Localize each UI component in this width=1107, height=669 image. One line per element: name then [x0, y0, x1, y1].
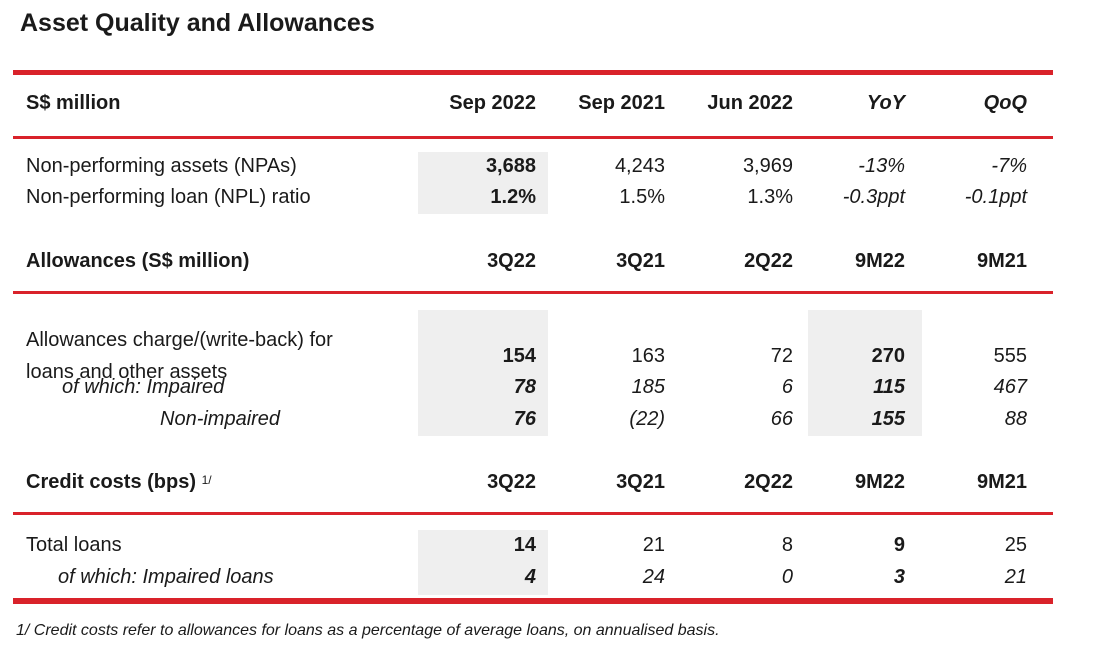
- column-header: 9M21: [976, 471, 1027, 493]
- highlight: [418, 530, 548, 595]
- header-label: Credit costs (bps): [26, 471, 197, 493]
- cell-value: 21: [1004, 566, 1027, 588]
- cell-value: 115: [873, 376, 905, 398]
- cell-value: 1.5%: [619, 186, 665, 208]
- highlight: [418, 310, 548, 436]
- cell-value: 4: [524, 566, 536, 588]
- cell-value: 154: [502, 345, 536, 367]
- cell-value: 21: [642, 534, 665, 556]
- divider: [13, 291, 1053, 294]
- section-header: Allowances (S$ million): [26, 250, 250, 272]
- row-label: of which: Impaired: [62, 376, 225, 398]
- column-header: Sep 2022: [449, 92, 536, 114]
- cell-value: 88: [1004, 408, 1027, 430]
- column-header: Jun 2022: [707, 92, 793, 114]
- cell-value: 72: [770, 345, 793, 367]
- cell-value: 1.2%: [490, 186, 536, 208]
- column-header: 3Q21: [616, 250, 665, 272]
- highlight: [808, 310, 922, 436]
- column-header: 9M22: [854, 471, 905, 493]
- cell-value: 3,969: [742, 155, 793, 177]
- highlight: [418, 152, 548, 214]
- cell-value: 3: [893, 566, 905, 588]
- column-header: 9M21: [976, 250, 1027, 272]
- divider: [13, 70, 1053, 75]
- cell-value: 0: [781, 566, 793, 588]
- row-label: Non-performing assets (NPAs): [26, 155, 297, 177]
- row-label: Total loans: [26, 534, 122, 556]
- cell-value: 9: [893, 534, 905, 556]
- cell-value: 8: [781, 534, 793, 556]
- cell-value: -0.1ppt: [964, 186, 1027, 208]
- cell-value: 270: [871, 345, 905, 367]
- column-header: 3Q21: [616, 471, 665, 493]
- divider: [13, 512, 1053, 515]
- page-title: Asset Quality and Allowances: [20, 9, 375, 37]
- cell-value: -13%: [858, 155, 905, 177]
- column-header: 3Q22: [487, 471, 536, 493]
- divider: [13, 136, 1053, 139]
- column-header: Sep 2021: [578, 92, 665, 114]
- footnote: 1/ Credit costs refer to allowances for …: [16, 622, 720, 639]
- cell-value: 155: [871, 408, 905, 430]
- cell-value: 25: [1004, 534, 1027, 556]
- column-header: 9M22: [854, 250, 905, 272]
- section-header: Credit costs (bps) 1/: [26, 470, 212, 494]
- row-label: Non-impaired: [160, 408, 281, 430]
- cell-value: 24: [642, 566, 665, 588]
- cell-value: 4,243: [614, 155, 665, 177]
- column-header: QoQ: [983, 92, 1027, 114]
- row-label: of which: Impaired loans: [58, 566, 274, 588]
- cell-value: 467: [993, 376, 1027, 398]
- column-header: 2Q22: [744, 250, 793, 272]
- cell-value: 185: [631, 376, 665, 398]
- cell-value: -7%: [991, 155, 1027, 177]
- row-label: Allowances charge/(write-back) for: [26, 329, 333, 351]
- footnote-ref: 1/: [201, 473, 212, 487]
- cell-value: -0.3ppt: [842, 186, 905, 208]
- cell-value: 555: [993, 345, 1027, 367]
- row-label: loans and other assets: [26, 361, 228, 383]
- divider: [13, 598, 1053, 604]
- row-label: Non-performing loan (NPL) ratio: [26, 186, 311, 208]
- cell-value: 163: [631, 345, 665, 367]
- cell-value: (22): [629, 408, 665, 430]
- cell-value: 76: [513, 408, 536, 430]
- column-header: YoY: [866, 92, 905, 114]
- column-header: 3Q22: [487, 250, 536, 272]
- cell-value: 3,688: [485, 155, 536, 177]
- cell-value: 78: [513, 376, 536, 398]
- cell-value: 1.3%: [747, 186, 793, 208]
- cell-value: 6: [781, 376, 793, 398]
- cell-value: 66: [770, 408, 793, 430]
- cell-value: 14: [513, 534, 536, 556]
- column-header: 2Q22: [744, 471, 793, 493]
- section-header: S$ million: [26, 92, 121, 114]
